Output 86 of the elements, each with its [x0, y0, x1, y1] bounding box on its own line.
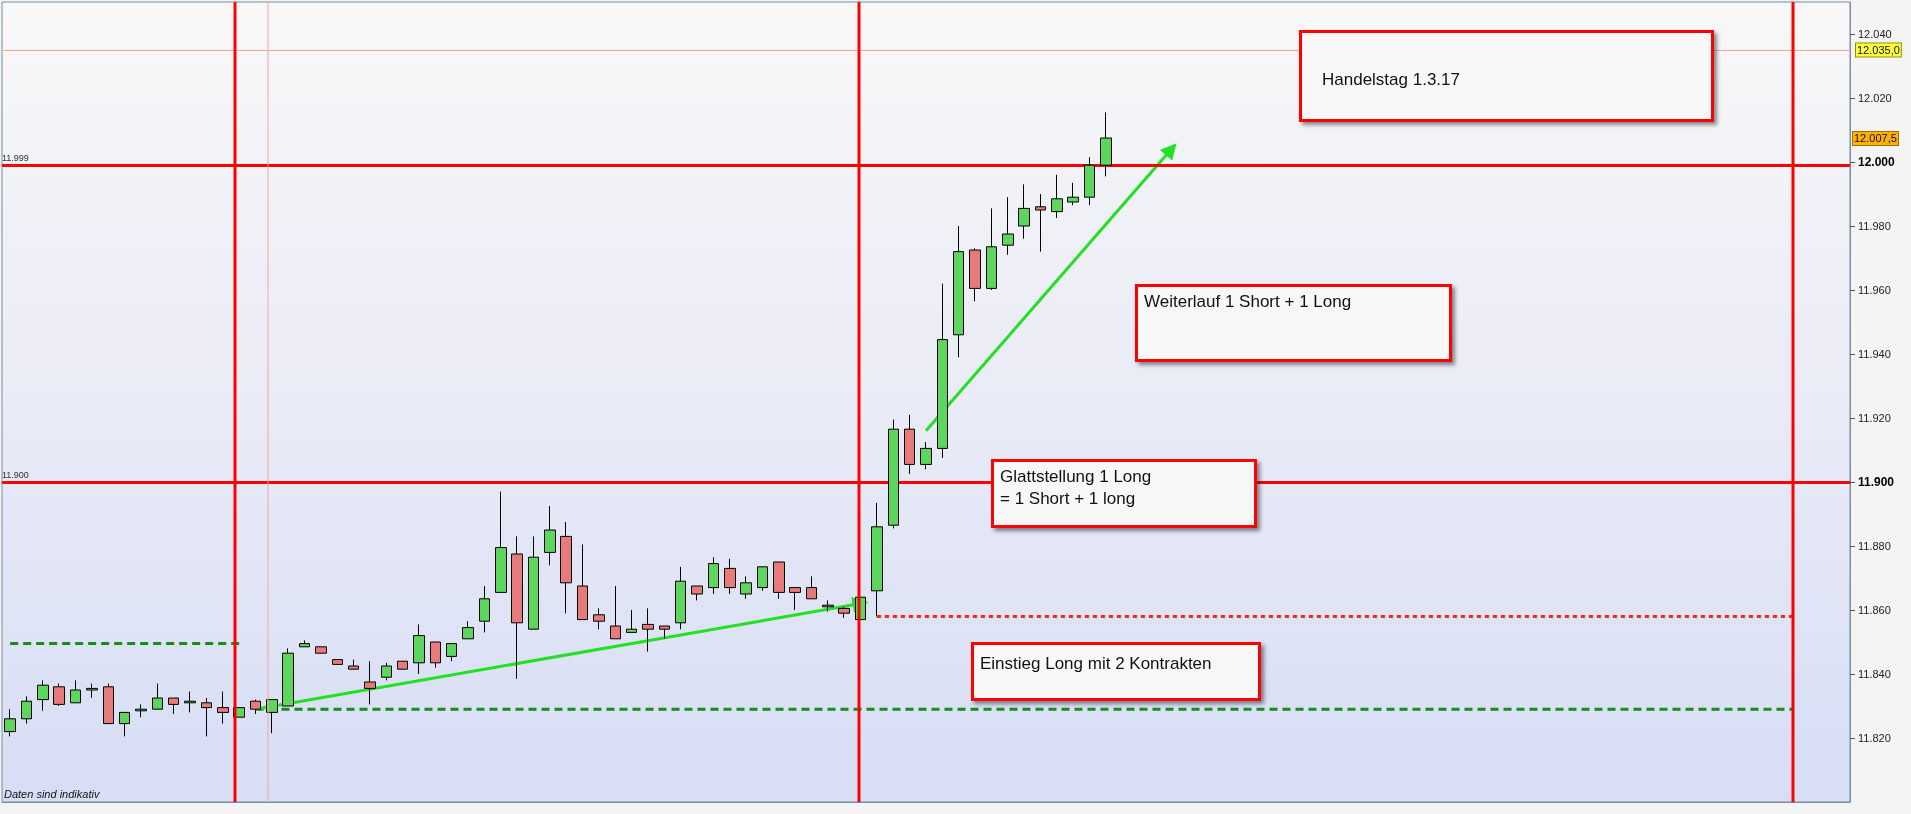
candlestick	[528, 535, 539, 630]
candlestick	[70, 679, 81, 704]
candlestick	[544, 505, 556, 566]
candlestick	[642, 607, 654, 653]
y-tick-label: 11.860	[1858, 604, 1891, 616]
y-tick-label: 11.900	[1858, 475, 1895, 489]
callout-box: Einstieg Long mit 2 Kontrakten	[971, 642, 1261, 701]
candlestick	[315, 646, 327, 654]
y-tick-label: 11.880	[1858, 540, 1891, 552]
y-tick-label: 11.820	[1858, 732, 1891, 744]
candlestick	[757, 566, 768, 592]
candlestick	[593, 607, 605, 630]
candlestick	[217, 691, 229, 725]
y-tick-label: 11.940	[1858, 348, 1891, 360]
candlestick	[806, 575, 817, 600]
candlestick	[1018, 183, 1030, 240]
candlestick	[37, 679, 49, 712]
candlestick	[986, 207, 997, 291]
y-tick-label: 11.920	[1858, 412, 1891, 424]
candlestick	[1002, 196, 1014, 256]
candlestick	[740, 575, 752, 600]
y-tick-label: 11.960	[1858, 284, 1891, 296]
candlestick	[937, 283, 948, 459]
candlestick	[838, 606, 850, 619]
candlestick	[626, 609, 637, 633]
candlestick	[4, 708, 16, 737]
callout-box: Handelstag 1.3.17	[1299, 30, 1714, 122]
candlestick	[53, 683, 65, 707]
y-tick-label: 12.000	[1858, 155, 1896, 169]
candlestick	[708, 556, 719, 595]
y-tick-label: 11.840	[1858, 668, 1891, 680]
candlestick	[953, 225, 964, 358]
candlestick	[577, 543, 588, 621]
candlestick	[1100, 111, 1112, 177]
candlestick	[299, 639, 310, 648]
ref-line-label: 11.900	[2, 469, 29, 480]
candlestick	[168, 697, 179, 715]
candlestick	[332, 659, 343, 665]
candlestick	[348, 659, 359, 670]
candlestick	[397, 660, 408, 670]
candlestick	[1051, 174, 1063, 219]
candlestick	[969, 247, 981, 302]
candlestick	[479, 585, 490, 633]
candlestick	[1035, 193, 1046, 253]
candlestick	[446, 643, 457, 662]
ref-line-label: 12.035,0	[1857, 44, 1900, 56]
candlestick	[430, 641, 441, 669]
y-tick-label: 12.040	[1858, 28, 1892, 40]
ref-line-label: 11.999	[2, 152, 29, 163]
candlestick	[675, 566, 686, 630]
y-tick-label: 11.980	[1858, 220, 1891, 232]
candlestick	[152, 683, 163, 710]
candlestick	[724, 558, 736, 595]
candlestick	[495, 491, 507, 593]
candlestick	[184, 691, 196, 713]
candlestick	[920, 441, 932, 470]
candlestick	[888, 419, 899, 529]
candlestick	[789, 587, 801, 611]
candlestick	[691, 585, 703, 601]
candlestick	[610, 585, 621, 640]
annotation: Daten sind indikativ	[4, 788, 100, 800]
candlestick	[282, 647, 294, 707]
candlestick	[1084, 156, 1095, 206]
candlestick	[103, 683, 114, 725]
candlestick	[21, 695, 32, 725]
candlestick	[413, 623, 425, 675]
candlestick	[1067, 182, 1079, 206]
callout-box: Glattstellung 1 Long = 1 Short + 1 long	[991, 459, 1257, 528]
text: 12.007,5	[1852, 131, 1899, 146]
y-tick-label: 12.020	[1858, 92, 1892, 104]
candlestick	[119, 711, 130, 737]
candlestick	[462, 620, 474, 640]
callout-box: Weiterlauf 1 Short + 1 Long	[1135, 284, 1452, 362]
candlestick	[381, 662, 392, 681]
candlestick	[86, 683, 98, 699]
candlestick	[511, 535, 523, 680]
candlestick	[822, 599, 834, 613]
candlestick	[201, 697, 212, 737]
candlestick	[135, 703, 147, 718]
candlestick	[659, 625, 670, 640]
candlestick	[560, 521, 572, 614]
candlestick	[904, 414, 915, 475]
candlestick	[773, 561, 785, 600]
candlestick	[871, 502, 883, 617]
candlestick	[250, 699, 261, 715]
candlestick	[364, 660, 376, 705]
